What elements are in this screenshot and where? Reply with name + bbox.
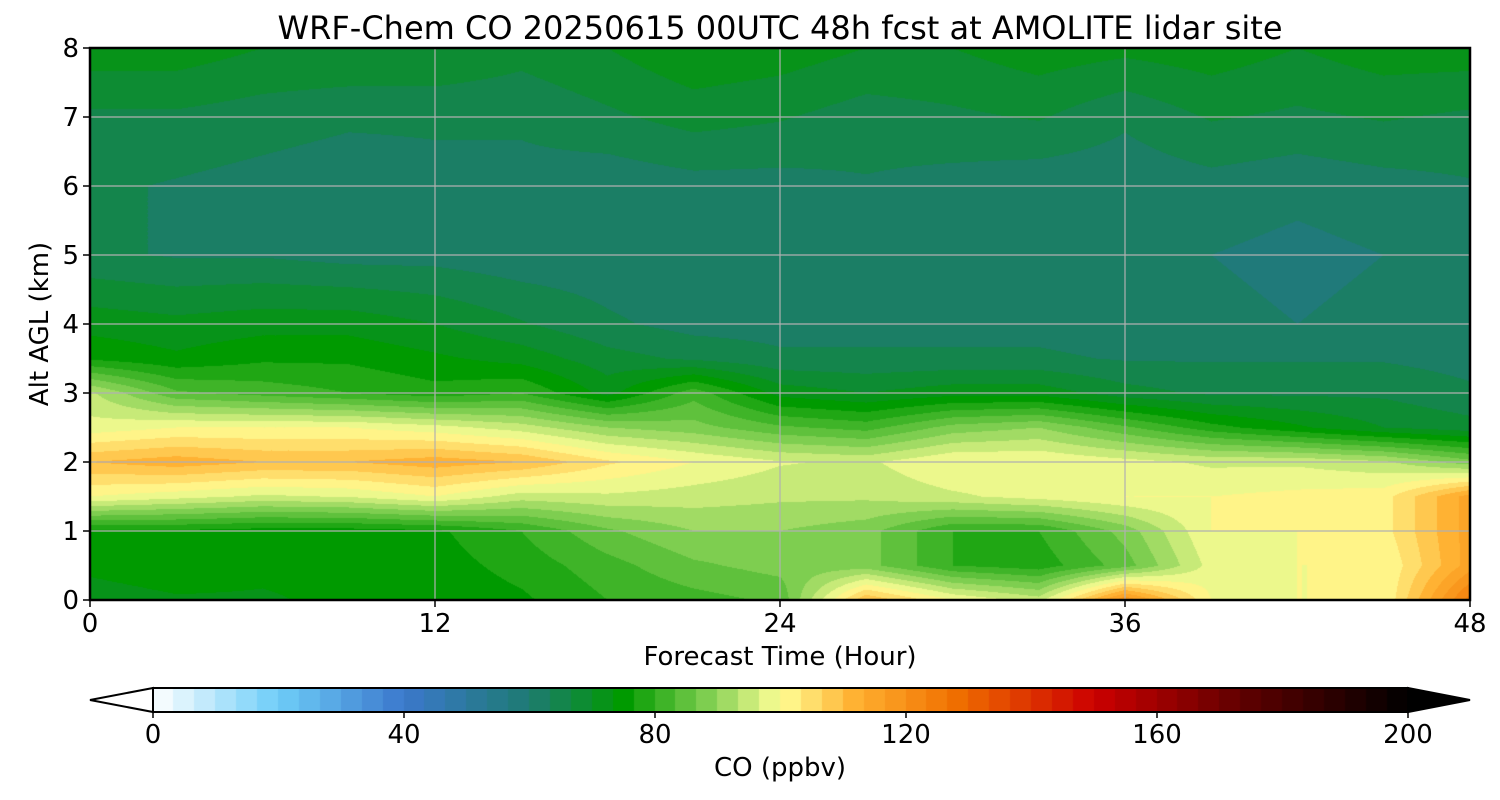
- y-tick-label: 2: [62, 448, 79, 478]
- x-tick-label: 36: [1108, 609, 1141, 639]
- y-tick-label: 5: [62, 241, 79, 271]
- colorbar-label: CO (ppbv): [714, 753, 846, 783]
- x-tick-label: 12: [418, 609, 451, 639]
- x-axis: 0 12 24 36 48: [82, 600, 1487, 639]
- y-axis-label: Alt AGL (km): [25, 242, 55, 406]
- colorbar-tick-label: 40: [387, 720, 420, 750]
- y-tick-label: 6: [62, 172, 79, 202]
- grid-lines: [90, 48, 1470, 600]
- colorbar-gradient: [153, 688, 1408, 712]
- x-tick-label: 0: [82, 609, 99, 639]
- y-axis: 0 1 2 3 4 5 6 7 8: [62, 34, 90, 616]
- y-tick-label: 8: [62, 34, 79, 64]
- colorbar-ticks: 0 40 80 120 160 200: [145, 712, 1433, 750]
- y-tick-label: 1: [62, 517, 79, 547]
- colorbar-tick-label: 120: [881, 720, 931, 750]
- colorbar-tick-label: 0: [145, 720, 162, 750]
- colorbar-tick-label: 200: [1383, 720, 1433, 750]
- y-tick-label: 7: [62, 103, 79, 133]
- x-axis-label: Forecast Time (Hour): [643, 642, 916, 672]
- colorbar-frame: [152, 687, 1409, 713]
- y-tick-label: 0: [62, 586, 79, 616]
- colorbar-extend-over: [1407, 686, 1471, 714]
- y-tick-label: 4: [62, 310, 79, 340]
- chart-title: WRF-Chem CO 20250615 00UTC 48h fcst at A…: [277, 9, 1282, 47]
- colorbar-tick-label: 160: [1132, 720, 1182, 750]
- colorbar-extend-under: [89, 686, 154, 714]
- y-tick-label: 3: [62, 379, 79, 409]
- x-tick-label: 24: [763, 609, 796, 639]
- x-tick-label: 48: [1453, 609, 1486, 639]
- colorbar: 0 40 80 120 160 200 CO (ppbv): [89, 686, 1471, 783]
- colorbar-tick-label: 80: [638, 720, 671, 750]
